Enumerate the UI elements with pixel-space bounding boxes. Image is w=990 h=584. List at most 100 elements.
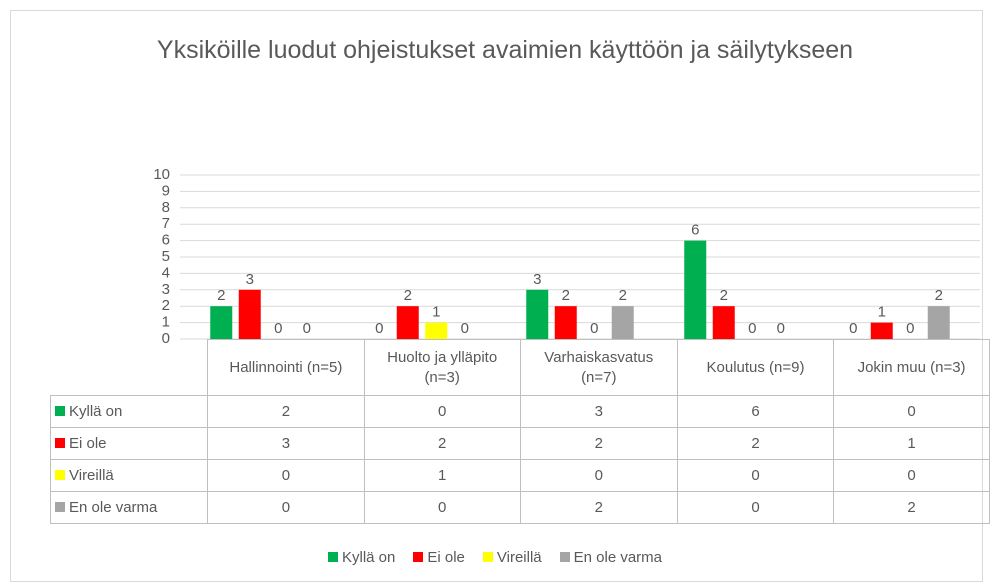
data-label: 0 [303, 320, 311, 337]
y-tick-label: 10 [153, 166, 170, 183]
legend-item: Vireillä [482, 549, 542, 566]
table-value: 0 [363, 395, 521, 428]
x-tick-label: Koulutus (n=9) [676, 339, 835, 396]
table-value: 0 [363, 491, 521, 524]
table-row: Ei ole 3 2 2 2 1 [49, 427, 990, 460]
legend-label: Vireillä [496, 549, 542, 566]
legend-label: Ei ole [427, 549, 465, 566]
data-label: 0 [777, 320, 785, 337]
legend: Kyllä on Ei ole Vireillä En ole varma [0, 549, 990, 566]
table-value: 1 [833, 427, 990, 460]
table-value: 0 [207, 491, 365, 524]
data-label: 2 [217, 287, 225, 304]
x-tick-label: Hallinnointi (n=5) [207, 339, 365, 396]
y-tick-label: 0 [162, 330, 170, 347]
data-label: 0 [461, 320, 469, 337]
series-name: Vireillä [69, 467, 114, 484]
table-row: Vireillä 0 1 0 0 0 [49, 459, 990, 492]
data-label: 0 [274, 320, 282, 337]
table-row: Kyllä on 2 0 3 6 0 [49, 395, 990, 428]
table-row-name: Vireillä [49, 459, 209, 492]
table-value: 0 [676, 459, 835, 492]
data-label: 1 [878, 304, 886, 321]
bar [554, 306, 577, 339]
y-tick-label: 9 [162, 182, 170, 199]
bar [712, 306, 735, 339]
bar [425, 322, 448, 339]
y-tick-label: 6 [162, 232, 170, 249]
bar [870, 322, 893, 339]
data-table: Hallinnointi (n=5) Huolto ja ylläpito (n=… [49, 339, 990, 524]
x-tick-label: Jokin muu (n=3) [833, 339, 990, 396]
chart-frame [10, 10, 983, 582]
table-value: 6 [676, 395, 835, 428]
data-label: 6 [691, 222, 699, 239]
legend-key [55, 502, 65, 512]
y-tick-label: 8 [162, 199, 170, 216]
table-value: 3 [519, 395, 678, 428]
y-tick-label: 2 [162, 297, 170, 314]
legend-key [327, 552, 338, 562]
table-row: En ole varma 0 0 2 0 2 [49, 491, 990, 524]
table-value: 1 [363, 459, 521, 492]
bar [927, 306, 950, 339]
table-value: 2 [833, 491, 990, 524]
data-label: 0 [906, 320, 914, 337]
series-name: En ole varma [69, 499, 158, 516]
data-label: 2 [404, 287, 412, 304]
y-tick-label: 1 [162, 314, 170, 331]
bar [684, 240, 707, 339]
table-value: 0 [676, 491, 835, 524]
bar [210, 306, 233, 339]
table-value: 2 [207, 395, 365, 428]
data-label: 2 [562, 287, 570, 304]
table-value: 0 [833, 395, 990, 428]
data-label: 3 [246, 271, 254, 288]
legend-label: En ole varma [573, 549, 663, 566]
table-row-name: Ei ole [49, 427, 209, 460]
data-label: 0 [375, 320, 383, 337]
legend-key [559, 552, 570, 562]
table-value: 0 [207, 459, 365, 492]
data-label: 0 [590, 320, 598, 337]
legend-key [413, 552, 424, 562]
data-label: 3 [533, 271, 541, 288]
x-tick-label: Huolto ja ylläpito (n=3) [363, 339, 521, 396]
table-value: 2 [363, 427, 521, 460]
series-name: Ei ole [69, 435, 107, 452]
table-value: 0 [833, 459, 990, 492]
data-label: 1 [432, 304, 440, 321]
data-label: 2 [619, 287, 627, 304]
data-label: 2 [720, 287, 728, 304]
table-value: 2 [519, 427, 678, 460]
legend-key [482, 552, 493, 562]
bar [396, 306, 419, 339]
table-value: 2 [676, 427, 835, 460]
legend-key [55, 438, 65, 448]
legend-label: Kyllä on [341, 549, 396, 566]
data-label: 0 [849, 320, 857, 337]
bar [526, 289, 549, 339]
data-label: 0 [748, 320, 756, 337]
series-name: Kyllä on [69, 403, 123, 420]
y-tick-label: 4 [162, 264, 170, 281]
x-tick-label: Varhaiskasvatus (n=7) [519, 339, 678, 396]
table-row-name: En ole varma [49, 491, 209, 524]
data-label: 2 [935, 287, 943, 304]
table-value: 2 [519, 491, 678, 524]
legend-key [55, 406, 65, 416]
table-value: 3 [207, 427, 365, 460]
legend-item: En ole varma [559, 549, 663, 566]
legend-item: Ei ole [413, 549, 465, 566]
table-corner [51, 340, 208, 396]
bar [611, 306, 634, 339]
bar [238, 289, 261, 339]
table-header-row: Hallinnointi (n=5) Huolto ja ylläpito (n=… [51, 339, 990, 396]
y-tick-label: 7 [162, 215, 170, 232]
y-tick-label: 3 [162, 281, 170, 298]
legend-key [55, 470, 65, 480]
table-row-name: Kyllä on [49, 395, 209, 428]
table-value: 0 [519, 459, 678, 492]
y-tick-label: 5 [162, 248, 170, 265]
